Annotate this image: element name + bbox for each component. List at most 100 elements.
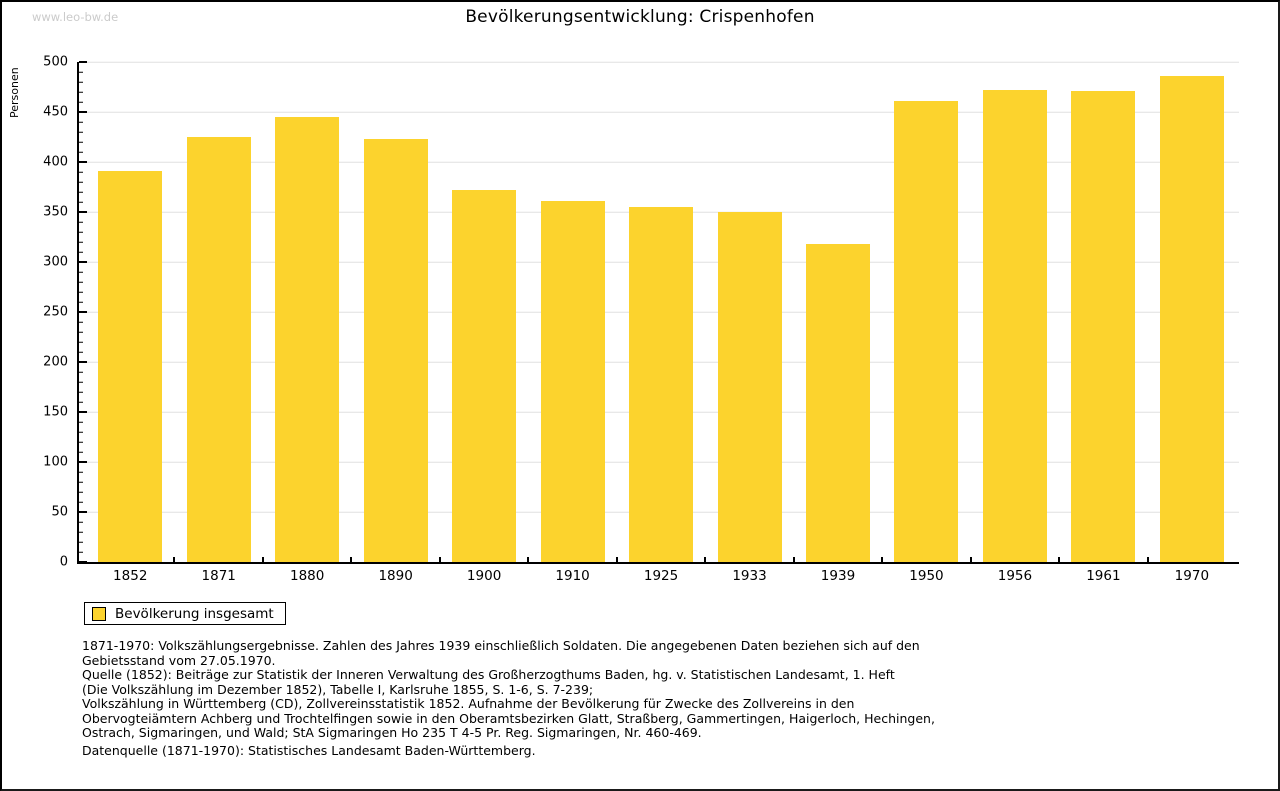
y-minor-tick [79,271,83,273]
y-minor-tick [79,301,83,303]
footnote-line: Volkszählung in Württemberg (CD), Zollve… [82,696,855,711]
x-tick [792,557,795,562]
x-tick [261,557,264,562]
x-tick-label: 1939 [820,568,856,584]
footnote-line: Gebietsstand vom 27.05.1970. [82,652,276,668]
y-tick-label: 300 [43,254,68,270]
y-major-tick [79,161,87,163]
y-major-tick [79,361,87,363]
y-minor-tick [79,491,83,493]
y-major-tick [79,61,87,63]
y-minor-tick [79,131,83,133]
bar [275,117,340,562]
legend-label: Bevölkerung insgesamt [115,605,274,622]
y-minor-tick [79,331,83,333]
y-tick-label: 50 [51,504,68,520]
x-tick [438,557,441,562]
x-tick-label: 1925 [643,568,679,584]
y-minor-tick [79,231,83,233]
y-axis-tick-labels: 0 50 100 150 200 250 300 350 400 450 500 [2,55,68,570]
bar [894,101,959,562]
y-minor-tick [79,241,83,243]
x-tick-label: 1956 [997,568,1033,584]
y-minor-tick [79,251,83,253]
x-tick [969,557,972,562]
y-minor-tick [79,481,83,483]
y-tick-label: 400 [43,154,68,170]
x-tick [173,557,176,562]
y-tick-label: 0 [59,554,68,570]
bar [805,244,870,562]
footnote-line: Ostrach, Sigmaringen, und Wald; StA Sigm… [82,725,702,740]
x-tick-label: 1910 [555,568,590,584]
bar-slot [971,62,1059,562]
x-tick-label: 1880 [289,568,325,584]
datasource-line: Datenquelle (1871-1970): Statistisches L… [82,743,536,758]
bar [186,137,251,562]
y-major-tick [79,111,87,113]
y-major-tick [79,211,87,213]
legend-swatch-icon [92,606,106,621]
x-tick-label: 1890 [378,568,413,584]
bar [452,190,517,562]
y-minor-tick [79,421,83,423]
bar-slot [528,62,616,562]
y-minor-tick [79,391,83,393]
y-minor-tick [79,351,83,353]
bars-row [86,62,1236,562]
y-minor-tick [79,171,83,173]
bar-slot [263,62,351,562]
bar [629,207,694,562]
y-minor-tick [79,121,83,123]
y-tick-label: 250 [43,304,68,320]
x-tick-label: 1961 [1086,568,1121,584]
bar [363,139,428,562]
gridline [79,161,1239,163]
x-tick-label: 1970 [1174,568,1210,584]
plot-area [77,61,1239,564]
x-tick [350,557,353,562]
y-minor-tick [79,451,83,453]
y-major-tick [79,311,87,313]
y-minor-tick [79,341,83,343]
x-tick-label: 1871 [201,568,236,584]
y-minor-tick [79,151,83,153]
footnote-line: Obervogteiämtern Achberg und Trochtelfin… [82,710,935,726]
y-minor-tick [79,551,83,553]
y-minor-tick [79,71,83,73]
x-tick [704,557,707,562]
x-tick [527,557,530,562]
footnote-line: (Die Volkszählung im Dezember 1852), Tab… [82,681,594,697]
legend: Bevölkerung insgesamt [84,602,286,625]
y-minor-tick [79,471,83,473]
bar-slot [794,62,882,562]
y-major-tick [79,511,87,513]
gridline [79,111,1239,113]
y-tick-label: 450 [43,104,68,120]
bar-slot [1148,62,1236,562]
y-minor-tick [79,521,83,523]
bar [1159,76,1224,562]
y-minor-tick [79,431,83,433]
bar-slot [617,62,705,562]
bar-slot [351,62,439,562]
y-tick-label: 350 [43,204,68,220]
x-tick [1146,557,1149,562]
y-major-tick [79,261,87,263]
bar-slot [705,62,793,562]
footnotes: 1871-1970: Volkszählungsergebnisse. Zahl… [82,638,935,741]
bar-slot [86,62,174,562]
x-tick [1058,557,1061,562]
y-minor-tick [79,381,83,383]
y-minor-tick [79,291,83,293]
y-minor-tick [79,141,83,143]
x-tick [881,557,884,562]
y-tick-label: 200 [43,354,68,370]
y-minor-tick [79,191,83,193]
bar [717,212,782,562]
y-minor-tick [79,401,83,403]
bar-slot [882,62,970,562]
y-minor-tick [79,531,83,533]
x-tick [615,557,618,562]
chart-title: Bevölkerungsentwicklung: Crispenhofen [465,7,815,27]
